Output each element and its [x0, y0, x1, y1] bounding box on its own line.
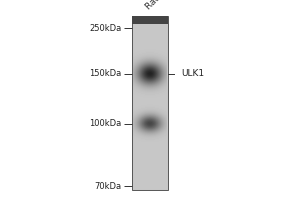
Bar [132, 16, 168, 190]
Text: ULK1: ULK1 [182, 69, 205, 78]
Text: 100kDa: 100kDa [89, 119, 122, 128]
Text: 70kDa: 70kDa [95, 182, 122, 191]
Text: Rat brain: Rat brain [144, 0, 179, 12]
Text: 250kDa: 250kDa [89, 24, 122, 33]
Bar [132, 16, 168, 190]
Bar [132, 16, 168, 24]
Text: 150kDa: 150kDa [89, 69, 122, 78]
